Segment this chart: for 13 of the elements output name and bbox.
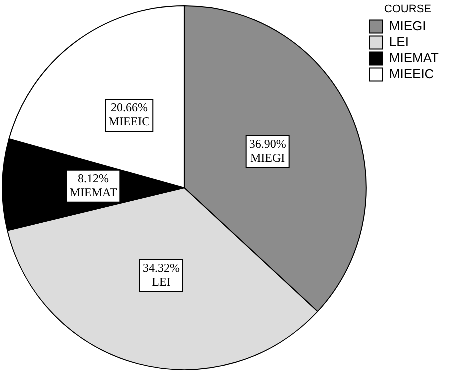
slice-label: MIEMAT — [70, 186, 118, 200]
slice-label: MIEEIC — [108, 114, 150, 129]
data-label: 8.12% — [78, 172, 109, 186]
legend-title: COURSE — [384, 4, 432, 16]
data-label: 34.32% — [143, 261, 180, 276]
data-label: 20.66% — [110, 100, 148, 115]
legend-label: MIEGI — [389, 18, 426, 34]
slice-label: LEI — [152, 275, 171, 290]
data-label: 36.90% — [249, 136, 286, 151]
legend-label: MIEEIC — [389, 66, 434, 82]
legend-label: LEI — [389, 34, 409, 50]
legend-label: MIEMAT — [389, 50, 440, 66]
slice-label: MIEGI — [250, 150, 286, 165]
